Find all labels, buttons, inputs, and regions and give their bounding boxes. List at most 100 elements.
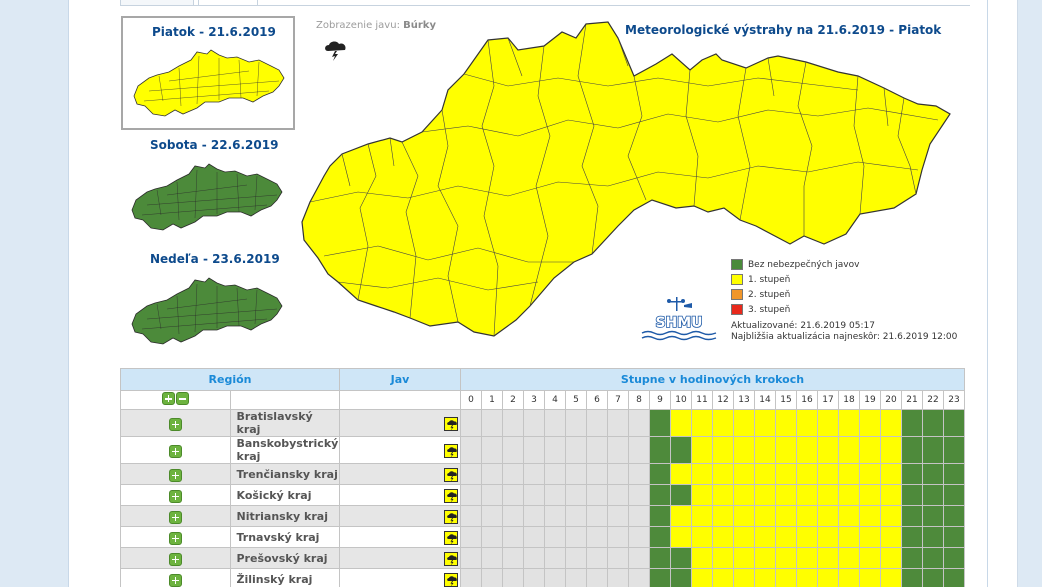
hour-cell[interactable]: [733, 547, 755, 569]
thumbnail-day-3[interactable]: Nedeľa - 23.6.2019: [121, 248, 295, 354]
hour-cell[interactable]: [775, 526, 797, 548]
hour-cell[interactable]: [775, 505, 797, 527]
hour-cell[interactable]: [502, 484, 524, 506]
slovakia-warning-map[interactable]: [298, 16, 958, 346]
hour-cell[interactable]: [754, 526, 776, 548]
hour-cell[interactable]: [943, 409, 965, 437]
hour-cell[interactable]: [712, 463, 734, 485]
hour-cell[interactable]: [859, 568, 881, 587]
hour-cell[interactable]: [943, 547, 965, 569]
hour-cell[interactable]: [943, 505, 965, 527]
hour-cell[interactable]: [460, 409, 482, 437]
hour-cell[interactable]: [922, 409, 944, 437]
hour-cell[interactable]: [796, 568, 818, 587]
hour-cell[interactable]: [859, 409, 881, 437]
hour-cell[interactable]: [481, 463, 503, 485]
hour-cell[interactable]: [754, 463, 776, 485]
hour-cell[interactable]: [544, 484, 566, 506]
hour-cell[interactable]: [880, 526, 902, 548]
hour-cell[interactable]: [859, 484, 881, 506]
hour-cell[interactable]: [691, 409, 713, 437]
hour-cell[interactable]: [607, 484, 629, 506]
hour-cell[interactable]: [691, 547, 713, 569]
hour-cell[interactable]: [838, 505, 860, 527]
hour-cell[interactable]: [502, 547, 524, 569]
hour-cell[interactable]: [607, 463, 629, 485]
hour-cell[interactable]: [943, 436, 965, 464]
hour-cell[interactable]: [523, 484, 545, 506]
hour-cell[interactable]: [838, 568, 860, 587]
hour-cell[interactable]: [544, 526, 566, 548]
hour-cell[interactable]: [565, 409, 587, 437]
hour-cell[interactable]: [628, 526, 650, 548]
hour-cell[interactable]: [775, 484, 797, 506]
hour-cell[interactable]: [838, 547, 860, 569]
hour-cell[interactable]: [670, 436, 692, 464]
hour-cell[interactable]: [754, 409, 776, 437]
hour-cell[interactable]: [817, 463, 839, 485]
hour-cell[interactable]: [712, 409, 734, 437]
hour-cell[interactable]: [628, 568, 650, 587]
hour-cell[interactable]: [901, 505, 923, 527]
hour-cell[interactable]: [691, 568, 713, 587]
hour-cell[interactable]: [901, 436, 923, 464]
hour-cell[interactable]: [712, 436, 734, 464]
hour-cell[interactable]: [922, 526, 944, 548]
hour-cell[interactable]: [901, 484, 923, 506]
thunderstorm-icon[interactable]: [444, 444, 458, 458]
hour-cell[interactable]: [733, 484, 755, 506]
hour-cell[interactable]: [628, 436, 650, 464]
hour-cell[interactable]: [775, 463, 797, 485]
expand-row-icon[interactable]: [168, 417, 182, 431]
collapse-all-icon[interactable]: [175, 392, 189, 405]
hour-cell[interactable]: [523, 547, 545, 569]
expand-row-icon[interactable]: [168, 489, 182, 503]
hour-cell[interactable]: [607, 547, 629, 569]
hour-cell[interactable]: [586, 484, 608, 506]
hour-cell[interactable]: [880, 436, 902, 464]
hour-cell[interactable]: [586, 409, 608, 437]
hour-cell[interactable]: [817, 526, 839, 548]
hour-cell[interactable]: [670, 568, 692, 587]
hour-cell[interactable]: [817, 436, 839, 464]
thunderstorm-icon[interactable]: [444, 417, 458, 431]
hour-cell[interactable]: [943, 568, 965, 587]
hour-cell[interactable]: [796, 436, 818, 464]
hour-cell[interactable]: [754, 484, 776, 506]
hour-cell[interactable]: [649, 547, 671, 569]
hour-cell[interactable]: [733, 568, 755, 587]
hour-cell[interactable]: [481, 409, 503, 437]
hour-cell[interactable]: [628, 463, 650, 485]
hour-cell[interactable]: [712, 505, 734, 527]
hour-cell[interactable]: [880, 568, 902, 587]
hour-cell[interactable]: [460, 568, 482, 587]
hour-cell[interactable]: [523, 568, 545, 587]
hour-cell[interactable]: [691, 484, 713, 506]
hour-cell[interactable]: [754, 547, 776, 569]
hour-cell[interactable]: [733, 463, 755, 485]
expand-row-icon[interactable]: [168, 468, 182, 482]
hour-cell[interactable]: [502, 436, 524, 464]
hour-cell[interactable]: [796, 484, 818, 506]
hour-cell[interactable]: [670, 505, 692, 527]
hour-cell[interactable]: [607, 409, 629, 437]
hour-cell[interactable]: [460, 505, 482, 527]
expand-row-icon[interactable]: [168, 573, 182, 587]
hour-cell[interactable]: [670, 484, 692, 506]
hour-cell[interactable]: [523, 436, 545, 464]
hour-cell[interactable]: [796, 547, 818, 569]
hour-cell[interactable]: [481, 505, 503, 527]
hour-cell[interactable]: [481, 436, 503, 464]
hour-cell[interactable]: [460, 436, 482, 464]
hour-cell[interactable]: [922, 484, 944, 506]
hour-cell[interactable]: [649, 484, 671, 506]
hour-cell[interactable]: [586, 526, 608, 548]
hour-cell[interactable]: [649, 409, 671, 437]
hour-cell[interactable]: [460, 463, 482, 485]
thunderstorm-icon[interactable]: [444, 552, 458, 566]
hour-cell[interactable]: [922, 547, 944, 569]
hour-cell[interactable]: [565, 526, 587, 548]
hour-cell[interactable]: [607, 526, 629, 548]
scrollbar-track[interactable]: [988, 0, 1018, 587]
hour-cell[interactable]: [901, 526, 923, 548]
